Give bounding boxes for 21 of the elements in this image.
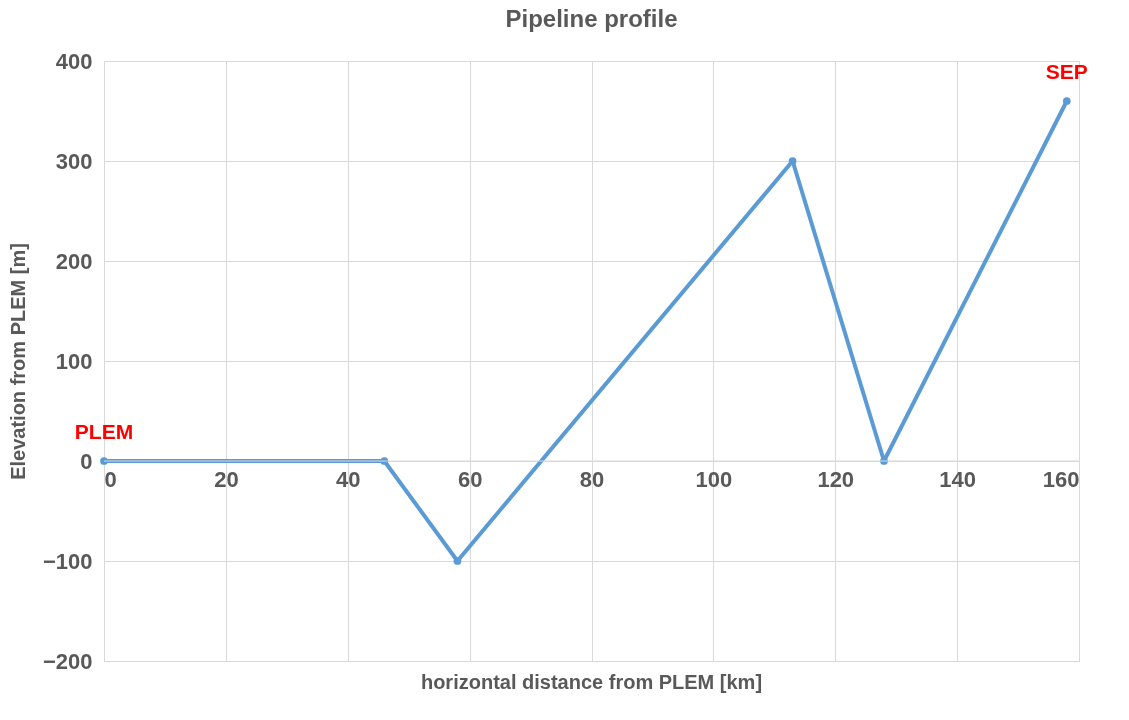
- x-tick-label: 120: [817, 466, 855, 492]
- x-tick-label: 140: [939, 466, 976, 492]
- x-tick-label: 60: [457, 466, 483, 492]
- chart-title: Pipeline profile: [505, 5, 678, 32]
- y-tick-label: 300: [55, 148, 93, 174]
- x-tick-label: 0: [104, 466, 117, 492]
- x-tick-label: 80: [579, 466, 605, 492]
- annotation: SEP: [1045, 60, 1088, 83]
- x-axis-title: horizontal distance from PLEM [km]: [420, 671, 763, 693]
- y-tick-label: 0: [80, 448, 93, 474]
- y-axis-title: Elevation from PLEM [m]: [6, 243, 29, 480]
- x-tick-label: 20: [214, 466, 239, 492]
- y-tick-label: 200: [55, 248, 93, 274]
- y-tick-label: −100: [42, 548, 93, 574]
- annotation: PLEM: [74, 420, 134, 443]
- x-tick-label: 160: [1042, 466, 1080, 492]
- y-tick-label: −200: [42, 648, 93, 674]
- x-tick-label: 40: [336, 466, 361, 492]
- y-tick-label: 100: [55, 348, 93, 374]
- y-tick-label: 400: [55, 48, 93, 74]
- x-tick-label: 100: [695, 466, 733, 492]
